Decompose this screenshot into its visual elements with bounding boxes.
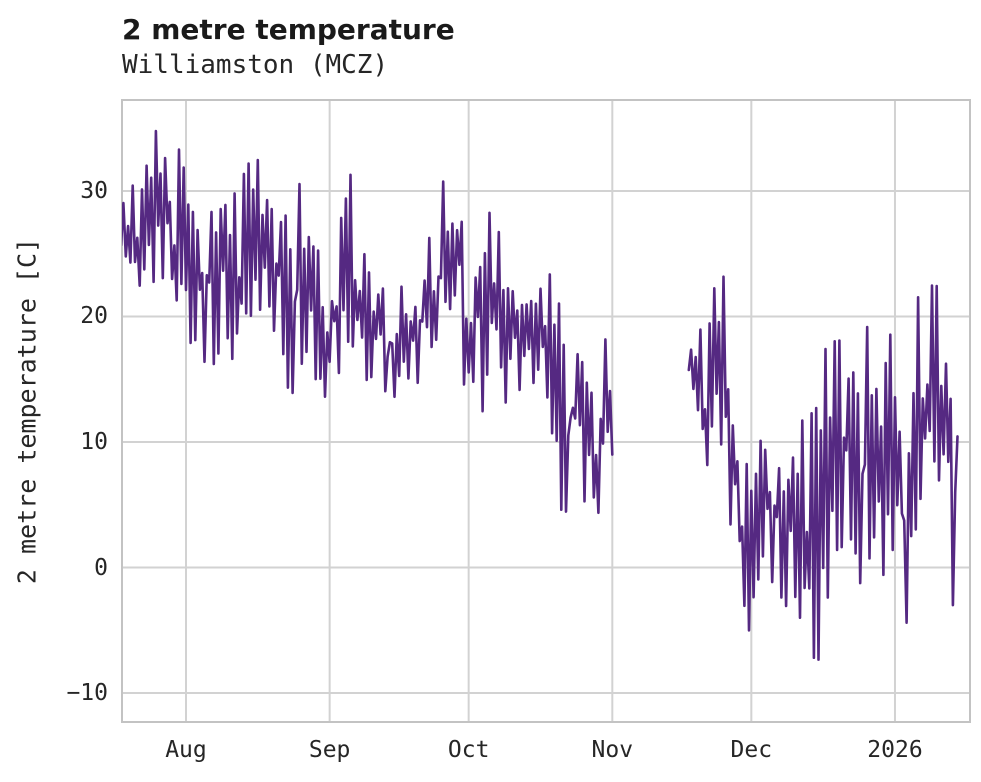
y-axis-label: 2 metre temperature [C] (12, 237, 42, 585)
x-tick-label-oct: Oct (447, 737, 490, 763)
y-tick-label-10: 10 (80, 428, 108, 455)
x-tick-label-aug: Aug (165, 737, 207, 763)
x-tick-label-nov: Nov (591, 737, 634, 763)
temperature-line-segment (687, 275, 959, 661)
x-tick-label-dec: Dec (730, 737, 773, 763)
x-tick-label-2026: 2026 (867, 737, 923, 763)
y-tick-label-30: 30 (80, 177, 108, 204)
plot-frame (121, 99, 971, 723)
y-tick-label-20: 20 (80, 303, 108, 330)
chart-subtitle: Williamston (MCZ) (122, 50, 389, 80)
chart-title: 2 metre temperature (122, 13, 455, 46)
y-tick-label-neg10: −10 (66, 680, 108, 706)
y-tick-label-0: 0 (94, 554, 108, 581)
temperature-line-segment (122, 129, 614, 515)
x-tick-label-sep: Sep (308, 737, 351, 763)
